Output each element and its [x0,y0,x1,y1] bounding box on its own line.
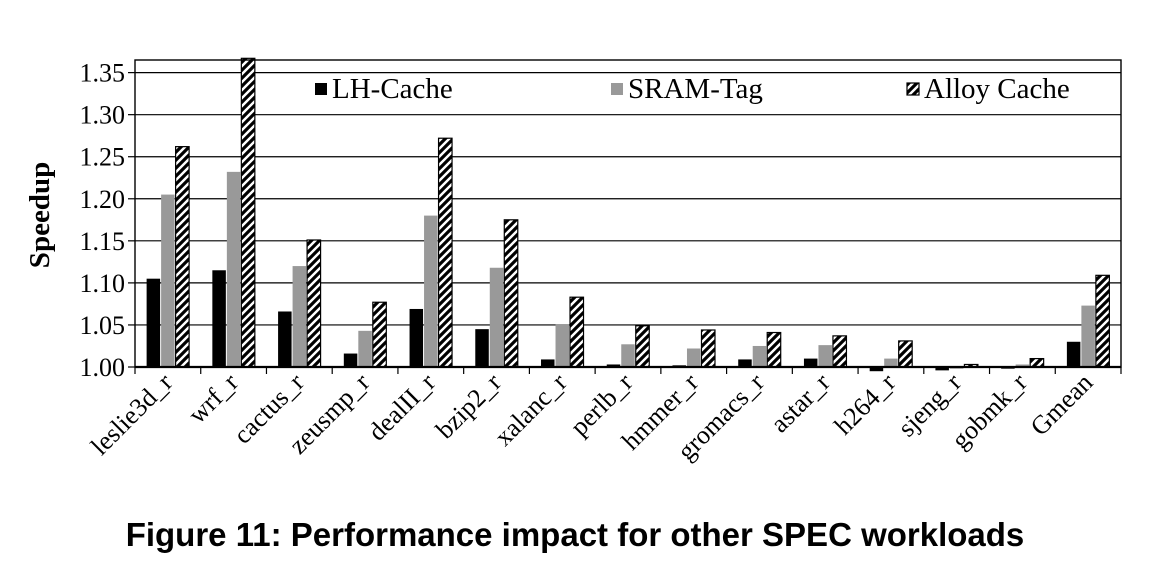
y-tick-label: 1.05 [80,311,126,340]
bar-lh-cache-xalanc-r [541,359,555,367]
legend-swatch-alloy-cache [906,82,920,96]
bar-alloy-cache-xalanc-r [569,296,585,368]
bar-sram-tag-h264-r [884,358,898,367]
x-tick-label: xalanc_r [489,368,573,452]
bar-alloy-cache-zeusmp-r [372,301,387,368]
bar-sram-tag-dealii-r [424,215,438,367]
x-tick-label: Gmean [1025,368,1099,442]
bar-lh-cache-gmean [1066,341,1081,367]
bar-lh-cache-gromacs-r [738,359,752,367]
figure-caption: Figure 11: Performance impact for other … [125,516,1025,553]
bar-lh-cache-h264-r [869,367,884,372]
bar-sram-tag-bzip2-r [489,267,504,367]
bar-alloy-cache-gobmk-r [1029,357,1045,368]
legend-swatch-sram-tag [611,83,623,95]
bar-alloy-cache-perlb-r [635,325,650,368]
bar-lh-cache-sjeng-r [935,367,949,371]
bar-sram-tag-gobmk-r [1015,364,1030,367]
bar-sram-tag-leslie3d-r [161,194,175,367]
y-tick-label: 1.00 [80,353,126,382]
legend-label-alloy-cache: Alloy Cache [924,73,1070,105]
bar-alloy-cache-astar-r [832,335,848,368]
y-tick-label: 1.25 [80,143,126,172]
bar-lh-cache-cactus-r [278,311,292,367]
bar-alloy-cache-wrf-r [240,57,256,368]
bar-sram-tag-gromacs-r [752,345,767,367]
bar-sram-tag-astar-r [818,345,832,367]
legend-swatch-lh-cache [315,83,327,95]
bar-lh-cache-leslie3d-r [146,278,161,367]
x-tick-label: dealII_r [362,367,441,446]
bar-alloy-cache-h264-r [898,340,913,368]
bar-alloy-cache-hmmer-r [700,329,716,368]
bar-alloy-cache-leslie3d-r [175,146,190,368]
bar-sram-tag-zeusmp-r [358,330,372,367]
x-tick-label: h264_r [829,368,902,441]
bar-alloy-cache-dealii-r [437,137,453,368]
bar-sram-tag-wrf-r [226,171,241,367]
y-tick-label: 1.10 [80,269,126,298]
x-tick-label: astar_r [765,368,836,439]
bar-alloy-cache-gmean [1095,274,1110,368]
bar-alloy-cache-bzip2-r [503,219,519,368]
bar-sram-tag-hmmer-r [686,348,701,367]
x-tick-label: wrf_r [182,368,244,430]
bar-lh-cache-astar-r [803,358,818,367]
bar-alloy-cache-gromacs-r [766,331,782,368]
y-tick-label: 1.15 [80,227,126,256]
legend-label-lh-cache: LH-Cache [332,73,453,105]
y-tick-label: 1.20 [80,185,126,214]
bar-lh-cache-wrf-r [212,270,226,367]
bar-lh-cache-perlb-r [606,364,621,367]
legend-label-sram-tag: SRAM-Tag [628,73,763,105]
y-tick-label: 1.30 [80,101,126,130]
bar-sram-tag-cactus-r [292,266,307,367]
bar-alloy-cache-cactus-r [306,239,322,368]
bar-lh-cache-bzip2-r [475,329,489,367]
bar-sram-tag-xalanc-r [555,324,570,367]
bar-lh-cache-dealii-r [409,308,424,367]
y-tick-label: 1.35 [80,59,126,88]
bar-lh-cache-zeusmp-r [343,353,358,367]
y-axis-title: Speedup [24,162,56,268]
bar-sram-tag-perlb-r [621,344,635,367]
bar-sram-tag-gmean [1081,305,1095,367]
